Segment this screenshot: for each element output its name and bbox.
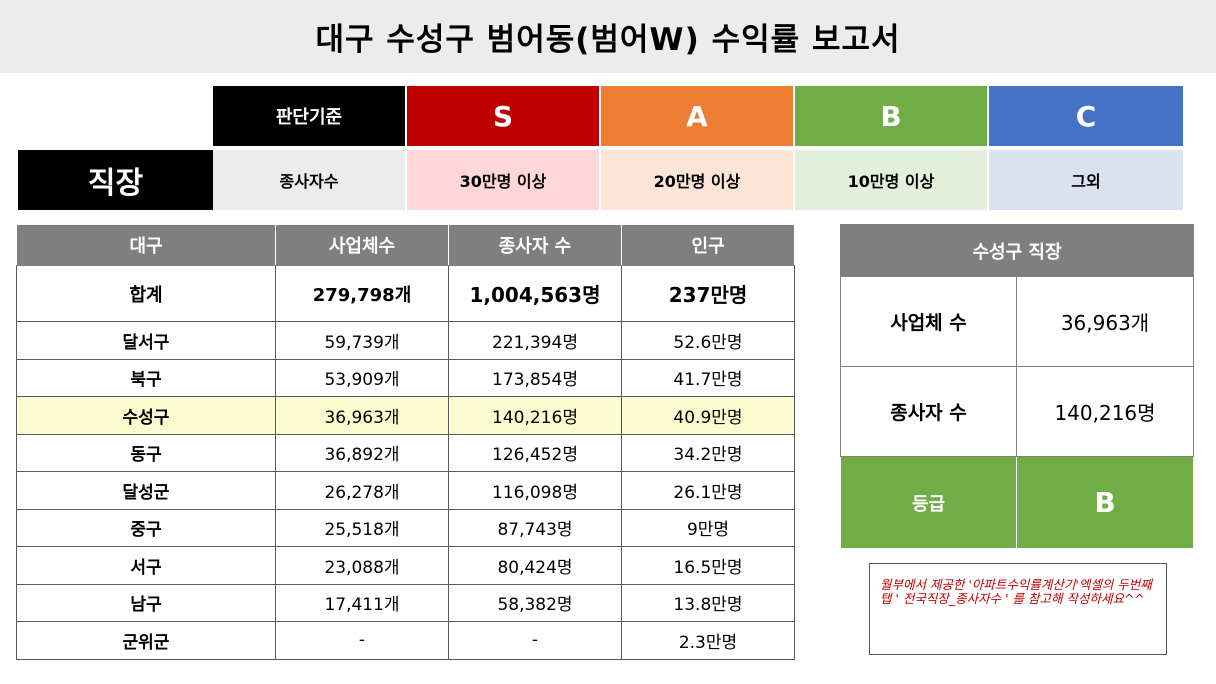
total-businesses: 279,798개 [275,265,449,322]
grade-b-range: 10만명 이상 [795,150,989,210]
district-population: 26.1만명 [621,471,795,510]
summary-employees-value: 140,216명 [1015,366,1195,457]
district-businesses: 25,518개 [275,508,449,547]
district-name: 달서구 [16,321,276,360]
grade-c-range: 그외 [989,150,1183,210]
district-employees: 87,743명 [448,508,622,547]
grade-c-header: C [989,86,1183,146]
district-employees: 173,854명 [448,358,622,397]
table-row: 동구 36,892개 126,452명 34.2만명 [16,433,795,472]
table-row: 남구 17,411개 58,382명 13.8만명 [16,583,795,622]
header-district: 대구 [16,224,276,266]
page-title: 대구 수성구 범어동(범어W) 수익률 보고서 [315,22,901,58]
header-employees: 종사자 수 [448,224,622,266]
metric-label: 종사자수 [213,150,407,210]
header-businesses: 사업체수 [275,224,449,266]
district-employees: 80,424명 [448,546,622,585]
summary-businesses-label: 사업체 수 [840,276,1017,367]
total-employees: 1,004,563명 [448,265,622,322]
title-bar: 대구 수성구 범어동(범어W) 수익률 보고서 [0,0,1216,73]
table-header-row: 대구 사업체수 종사자 수 인구 [16,224,795,266]
total-row: 합계 279,798개 1,004,563명 237만명 [16,265,795,322]
grade-a-range: 20만명 이상 [601,150,795,210]
summary-grade-value: B [1015,456,1195,549]
district-population: 13.8만명 [621,583,795,622]
district-employees: 58,382명 [448,583,622,622]
header-population: 인구 [621,224,795,266]
summary-grade-label: 등급 [840,456,1017,549]
category-label: 직장 [18,150,213,210]
district-population: 9만명 [621,508,795,547]
district-employees: 116,098명 [448,471,622,510]
summary-employees-label: 종사자 수 [840,366,1017,457]
district-name: 군위군 [16,621,276,660]
table-row: 달서구 59,739개 221,394명 52.6만명 [16,321,795,360]
district-population: 34.2만명 [621,433,795,472]
criteria-spacer [18,86,213,146]
district-employees: 126,452명 [448,433,622,472]
district-population: 16.5만명 [621,546,795,585]
criteria-grade-row: 판단기준 S A B C [18,86,1183,148]
table-row: 북구 53,909개 173,854명 41.7만명 [16,358,795,397]
summary-table: 수성구 직장 사업체 수 36,963개 종사자 수 140,216명 등급 B [839,224,1195,549]
criteria-grid: 판단기준 S A B C 직장 종사자수 30만명 이상 20만명 이상 10만… [18,86,1192,210]
summary-title: 수성구 직장 [839,224,1195,277]
table-row: 중구 25,518개 87,743명 9만명 [16,508,795,547]
district-businesses: 36,963개 [275,396,449,435]
district-businesses: 53,909개 [275,358,449,397]
district-employees: - [448,621,622,660]
table-row: 군위군 - - 2.3만명 [16,621,795,660]
district-businesses: 23,088개 [275,546,449,585]
grade-s-header: S [407,86,601,146]
summary-businesses-value: 36,963개 [1015,276,1195,367]
district-name: 동구 [16,433,276,472]
total-name: 합계 [16,265,276,322]
note-text: 월부에서 제공한 '아파트수익률계산기'엑셀의 두번째 탭 ' 전국직장_종사자… [880,577,1152,606]
grade-s-range: 30만명 이상 [407,150,601,210]
judge-label: 판단기준 [213,86,407,146]
district-businesses: 36,892개 [275,433,449,472]
total-population: 237만명 [621,265,795,322]
district-name: 서구 [16,546,276,585]
district-name: 북구 [16,358,276,397]
district-name: 달성군 [16,471,276,510]
table-row: 달성군 26,278개 116,098명 26.1만명 [16,471,795,510]
district-businesses: 17,411개 [275,583,449,622]
district-population: 40.9만명 [621,396,795,435]
district-population: 52.6만명 [621,321,795,360]
district-businesses: 59,739개 [275,321,449,360]
district-businesses: - [275,621,449,660]
district-population: 41.7만명 [621,358,795,397]
district-employees: 221,394명 [448,321,622,360]
district-employees: 140,216명 [448,396,622,435]
district-name: 중구 [16,508,276,547]
table-row: 서구 23,088개 80,424명 16.5만명 [16,546,795,585]
district-population: 2.3만명 [621,621,795,660]
grade-a-header: A [601,86,795,146]
district-table: 대구 사업체수 종사자 수 인구 합계 279,798개 1,004,563명 … [16,224,795,660]
grade-b-header: B [795,86,989,146]
criteria-range-row: 직장 종사자수 30만명 이상 20만명 이상 10만명 이상 그외 [18,148,1183,210]
table-row-highlighted: 수성구 36,963개 140,216명 40.9만명 [16,396,795,435]
district-name: 남구 [16,583,276,622]
district-businesses: 26,278개 [275,471,449,510]
instruction-note: 월부에서 제공한 '아파트수익률계산기'엑셀의 두번째 탭 ' 전국직장_종사자… [869,563,1167,655]
district-name: 수성구 [16,396,276,435]
